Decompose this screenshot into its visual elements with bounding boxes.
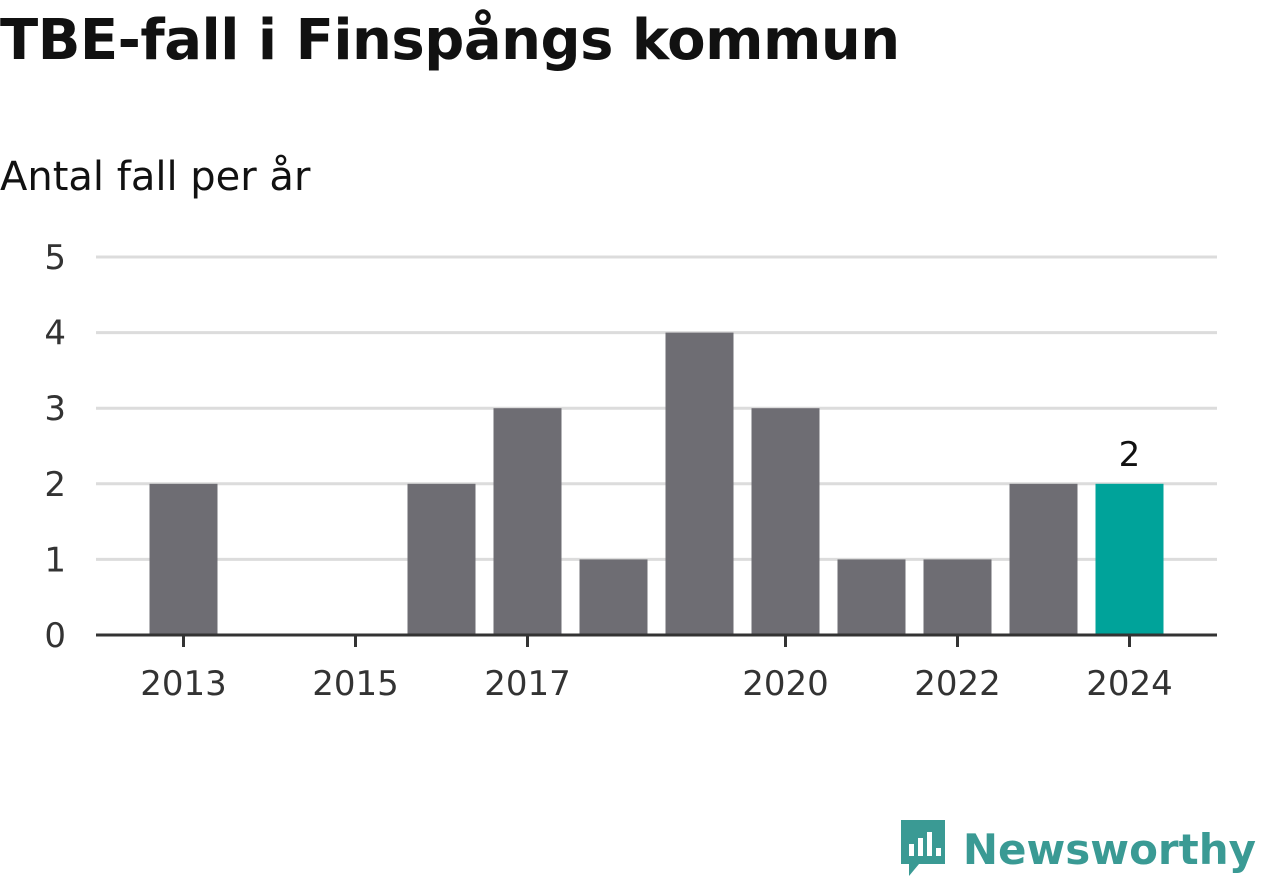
chart-subtitle: Antal fall per år: [0, 154, 311, 200]
bar-2013: [149, 483, 218, 635]
bar-2019: [665, 332, 734, 635]
labels: 0 1 2 3 4 5 2 2013 2015 2017 2020 2022 2024: [44, 238, 1172, 704]
x-tick-label-2022: 2022: [914, 664, 1001, 704]
y-tick-label-5: 5: [44, 238, 66, 278]
newsworthy-logo-icon: [900, 820, 945, 876]
bar-2020: [751, 408, 820, 635]
bar-2023: [1009, 483, 1078, 635]
x-tick-label-2020: 2020: [742, 664, 829, 704]
bar-2018: [579, 559, 648, 635]
x-tick-label-2015: 2015: [312, 664, 399, 704]
data-label-2024: 2: [1119, 435, 1141, 475]
bar-2017: [493, 408, 562, 635]
bar-2022: [923, 559, 992, 635]
x-tick-label-2013: 2013: [140, 664, 227, 704]
bar-2021: [837, 559, 906, 635]
x-tick-label-2017: 2017: [484, 664, 571, 704]
bar-2016: [407, 483, 476, 635]
bar-2024: [1095, 483, 1164, 635]
bars: [149, 332, 1164, 635]
bar-chart: 0 1 2 3 4 5 2 2013 2015 2017 2020 2022 2024: [44, 238, 1217, 704]
y-tick-label-3: 3: [44, 389, 66, 429]
axes: [96, 633, 1217, 647]
x-tick-label-2024: 2024: [1086, 664, 1173, 704]
y-tick-label-1: 1: [44, 540, 66, 580]
y-tick-label-2: 2: [44, 465, 66, 505]
y-tick-label-0: 0: [44, 616, 66, 656]
newsworthy-logo-text: Newsworthy: [962, 824, 1256, 874]
y-tick-label-4: 4: [44, 314, 66, 354]
chart-title: TBE-fall i Finspångs kommun: [0, 8, 900, 73]
newsworthy-logo: Newsworthy: [897, 818, 1256, 880]
